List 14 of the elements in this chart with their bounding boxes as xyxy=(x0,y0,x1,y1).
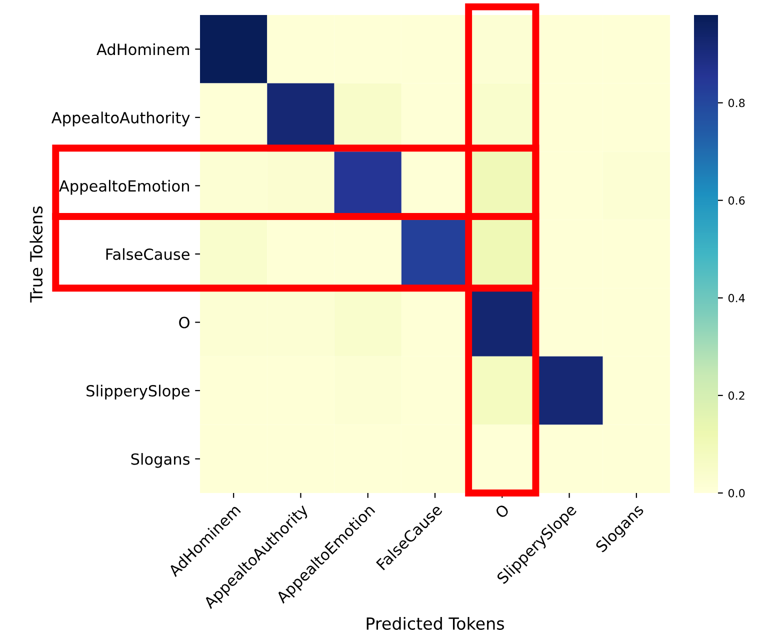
y-tick-label: AppealtoEmotion xyxy=(59,180,189,195)
color-bar-label: 0.0 xyxy=(728,488,745,498)
y-axis-title: True Tokens xyxy=(30,206,43,302)
y-tick-label: SlipperySlope xyxy=(86,384,190,400)
color-bar-label: 0.8 xyxy=(728,98,745,108)
y-tick-label: FalseCause xyxy=(106,248,190,260)
color-bar-label: 0.6 xyxy=(728,196,745,205)
x-axis-title: Predicted Tokens xyxy=(366,616,504,630)
color-bar-label: 0.2 xyxy=(728,391,744,400)
y-tick-label: AppealtoAuthority xyxy=(51,112,190,126)
color-bar-label: 0.4 xyxy=(728,294,745,302)
y-tick-label: O xyxy=(179,316,190,328)
y-tick-label: AdHominem xyxy=(96,43,189,56)
y-tick-label: Slogans xyxy=(131,453,190,468)
